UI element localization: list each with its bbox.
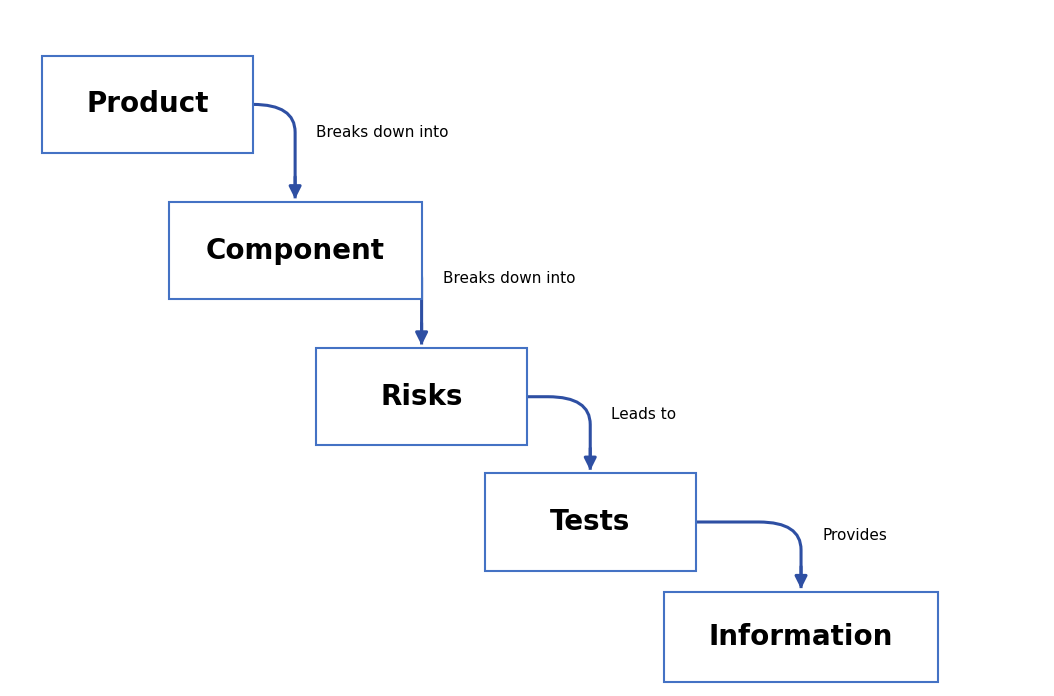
FancyBboxPatch shape — [664, 592, 938, 682]
FancyBboxPatch shape — [316, 348, 527, 445]
Text: Provides: Provides — [822, 528, 887, 544]
FancyBboxPatch shape — [42, 56, 253, 153]
Text: Tests: Tests — [550, 508, 630, 536]
Text: Breaks down into: Breaks down into — [443, 271, 575, 286]
FancyBboxPatch shape — [485, 473, 696, 571]
Text: Information: Information — [709, 623, 893, 651]
Text: Component: Component — [206, 237, 385, 264]
Text: Leads to: Leads to — [611, 406, 677, 422]
Text: Product: Product — [86, 90, 209, 118]
FancyBboxPatch shape — [169, 202, 422, 299]
Text: Risks: Risks — [380, 383, 463, 411]
Text: Breaks down into: Breaks down into — [316, 125, 449, 140]
